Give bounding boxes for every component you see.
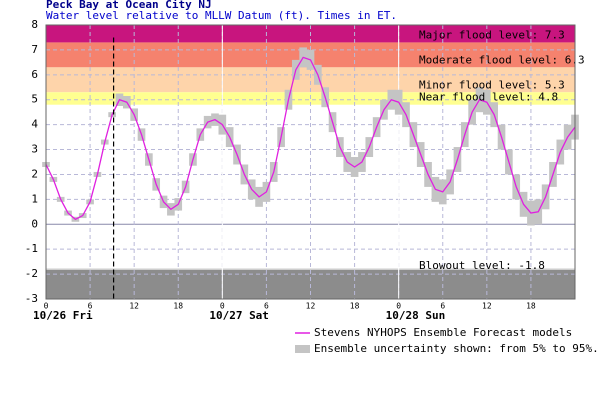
x-tick-label: 0 [396,302,401,311]
x-tick-label: 18 [173,302,183,311]
y-tick-label: -2 [25,267,38,280]
day-label: 10/26 Fri [33,309,93,322]
x-tick-label: 18 [350,302,360,311]
y-tick-label: 6 [31,68,38,81]
legend-label: Ensemble uncertainty shown: from 5% to 9… [314,342,599,355]
y-tick-label: 7 [31,43,38,56]
level-label: Major flood level: 7.3 [419,28,565,41]
x-tick-label: 6 [88,302,93,311]
chart-title: Peck Bay at Ocean City NJ [46,0,212,11]
x-tick-label: 0 [44,302,49,311]
legend-swatch [295,345,310,353]
x-tick-label: 12 [129,302,139,311]
level-label: Blowout level: -1.8 [419,259,545,272]
x-tick-label: 12 [306,302,316,311]
chart-subtitle: Water level relative to MLLW Datum (ft).… [46,9,397,22]
y-tick-label: 3 [31,143,38,156]
level-label: Near flood level: 4.8 [419,91,558,104]
x-tick-label: 0 [220,302,225,311]
level-label: Moderate flood level: 6.3 [419,53,585,66]
legend-label: Stevens NYHOPS Ensemble Forecast models [314,326,572,339]
y-tick-label: 2 [31,167,38,180]
y-tick-label: 1 [31,192,38,205]
level-label: Minor flood level: 5.3 [419,78,565,91]
x-tick-label: 6 [440,302,445,311]
x-tick-label: 12 [482,302,492,311]
day-label: 10/27 Sat [209,309,269,322]
x-tick-label: 6 [264,302,269,311]
forecast-line [45,56,576,221]
y-tick-label: -3 [25,292,38,305]
y-tick-label: 0 [31,217,38,230]
plot-frame [45,24,576,300]
y-tick-label: -1 [25,242,38,255]
y-tick-label: 8 [31,18,38,31]
y-tick-label: 4 [31,118,38,131]
y-tick-label: 5 [31,93,38,106]
day-label: 10/28 Sun [386,309,446,322]
x-tick-label: 18 [526,302,536,311]
